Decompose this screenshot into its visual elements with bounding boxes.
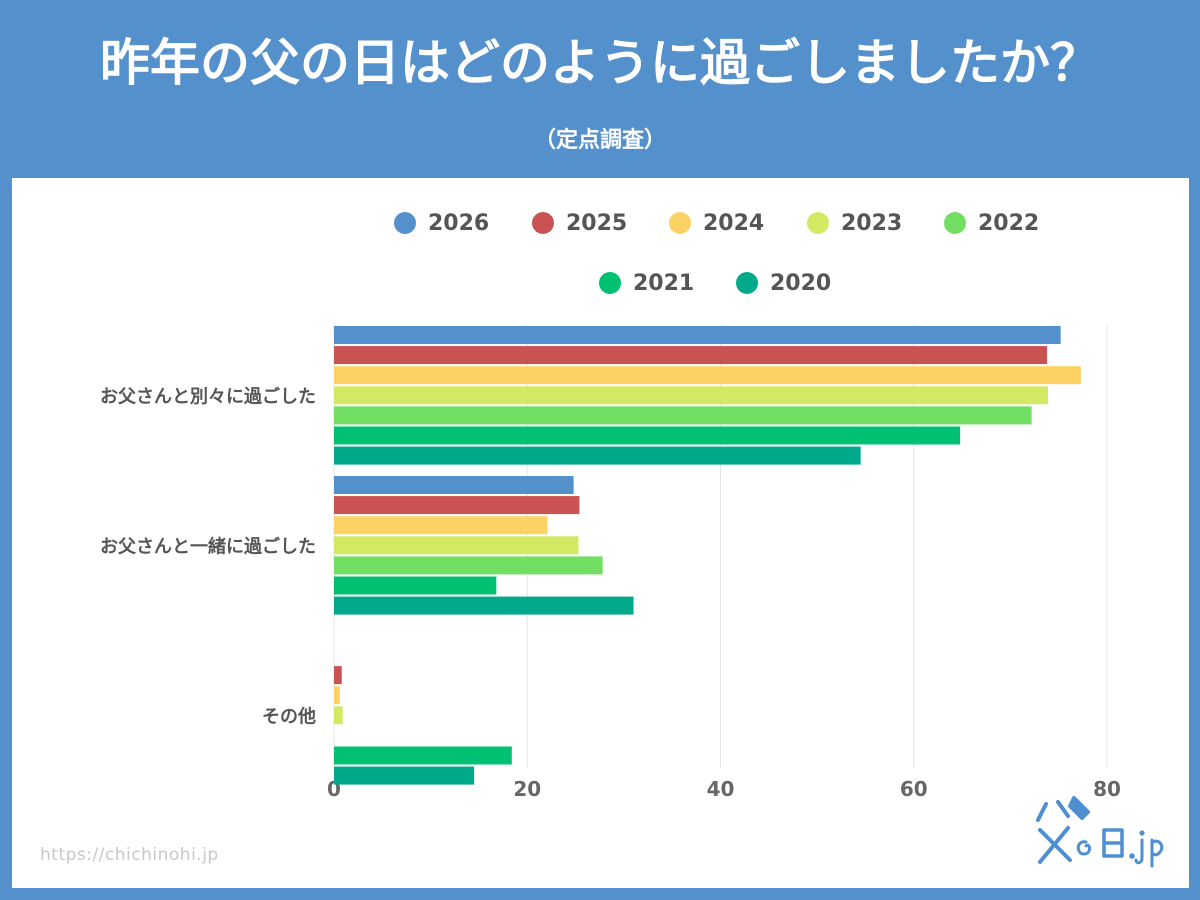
legend-item-2025: 2025 [532, 208, 627, 238]
legend-label-2026: 2026 [428, 210, 490, 236]
bar-2026-1 [334, 476, 574, 494]
bar-2025-2 [334, 666, 342, 685]
bar-2021-1 [334, 576, 497, 595]
bar-2020-0 [334, 446, 861, 465]
legend-label-2024: 2024 [703, 210, 765, 236]
legend-label-2020: 2020 [770, 270, 832, 296]
bar-2026-0 [334, 326, 1061, 344]
category-label-0: お父さんと別々に過ごした [100, 385, 316, 407]
bar-2020-1 [334, 596, 634, 615]
bar-2024-2 [334, 686, 340, 705]
legend-swatch-2022 [944, 212, 966, 234]
page-title: 昨年の父の日はどのように過ごしましたか？ [100, 34, 1100, 92]
bar-2021-2 [334, 746, 512, 765]
bar-2025-1 [334, 496, 580, 515]
x-tick-label-60: 60 [900, 777, 928, 801]
legend-item-2024: 2024 [669, 208, 764, 238]
x-tick-label-80: 80 [1093, 777, 1121, 801]
page-subtitle: （定点調査） [533, 128, 666, 153]
x-tick-label-20: 20 [513, 777, 541, 801]
legend-item-2020: 2020 [736, 268, 831, 298]
site-logo [1036, 796, 1164, 868]
bar-2023-0 [334, 386, 1049, 405]
legend-label-2023: 2023 [841, 210, 903, 236]
x-tick-label-40: 40 [707, 777, 735, 801]
bar-2022-1 [334, 556, 603, 575]
bar-2024-1 [334, 516, 548, 535]
category-label-2: その他 [262, 705, 316, 727]
legend-label-2021: 2021 [633, 270, 695, 296]
legend-swatch-2023 [807, 212, 829, 234]
header: 昨年の父の日はどのように過ごしましたか？ （定点調査） [0, 0, 1200, 178]
legend-swatch-2020 [736, 272, 758, 294]
legend-item-2023: 2023 [807, 208, 902, 238]
bar-2022-0 [334, 406, 1032, 425]
legend-item-2026: 2026 [394, 208, 489, 238]
site-url: https://chichinohi.jp [40, 845, 219, 865]
category-label-1: お父さんと一緒に過ごした [100, 535, 316, 557]
legend-swatch-2021 [599, 272, 621, 294]
legend-swatch-2026 [394, 212, 416, 234]
chart-panel: 2026 2025 2024 2023 2022 2021 2020 0 20 40 60 80 お父… [12, 178, 1189, 888]
legend-swatch-2025 [532, 212, 554, 234]
legend-label-2022: 2022 [978, 210, 1040, 236]
legend-item-2022: 2022 [944, 208, 1039, 238]
bar-2020-2 [334, 766, 475, 785]
bar-2021-0 [334, 426, 961, 445]
legend-label-2025: 2025 [566, 210, 628, 236]
legend-item-2021: 2021 [599, 268, 694, 298]
bar-2025-0 [334, 346, 1048, 365]
bar-2024-0 [334, 366, 1081, 385]
bar-2023-2 [334, 706, 343, 725]
legend-swatch-2024 [669, 212, 691, 234]
bar-2023-1 [334, 536, 579, 555]
